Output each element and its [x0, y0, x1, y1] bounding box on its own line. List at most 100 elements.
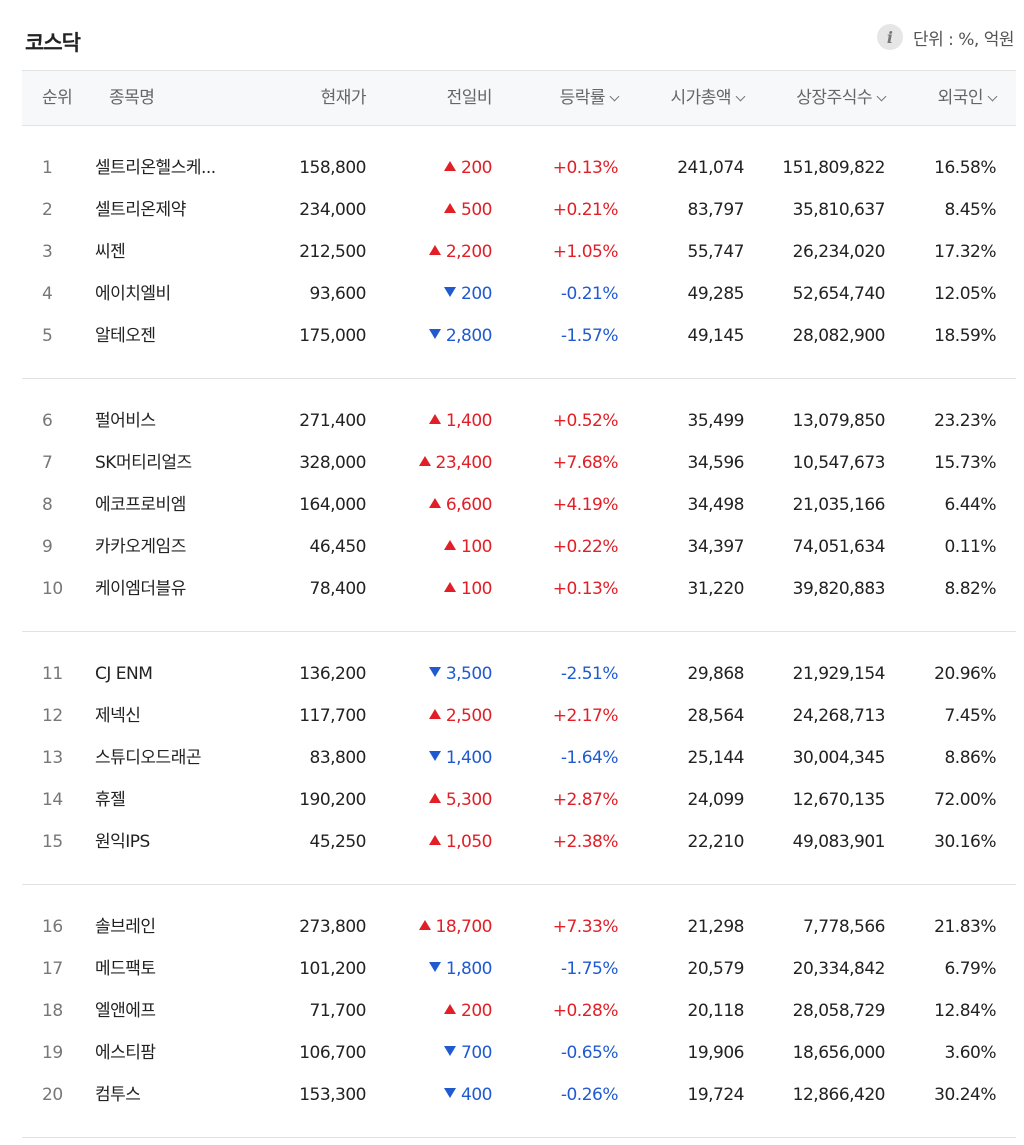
change-cell: 200	[444, 273, 492, 315]
table-row[interactable]: 7 SK머티리얼즈 328,000 23,400 +7.68% 34,596 10,547,…	[22, 442, 1016, 484]
table-row[interactable]: 5 알테오젠 175,000 2,800 -1.57% 49,145 28,082,900 1…	[22, 315, 1016, 357]
stock-name-link[interactable]: 에스티팜	[95, 1043, 156, 1063]
stock-name-link[interactable]: 솔브레인	[95, 917, 156, 937]
table-row[interactable]: 14 휴젤 190,200 5,300 +2.87% 24,099 12,670,135 72…	[22, 779, 1016, 821]
stock-name-link[interactable]: CJ ENM	[95, 664, 153, 684]
stock-name-link[interactable]: 원익IPS	[95, 832, 150, 852]
table-row[interactable]: 4 에이치엘비 93,600 200 -0.21% 49,285 52,654,740 12.…	[22, 273, 1016, 315]
stock-name-link[interactable]: 에이치엘비	[95, 284, 171, 304]
stock-name-link[interactable]: 펄어비스	[95, 411, 156, 431]
shares-cell: 28,058,729	[792, 1001, 886, 1021]
table-row[interactable]: 19 에스티팜 106,700 700 -0.65% 19,906 18,656,000 3.…	[22, 1032, 1016, 1074]
triangle-down-icon	[444, 287, 457, 297]
rank-cell: 1	[42, 158, 53, 178]
triangle-down-icon	[444, 1046, 457, 1056]
shares-cell: 39,820,883	[792, 579, 886, 599]
change-cell: 6,600	[428, 484, 493, 526]
change-value: 5,300	[445, 790, 493, 810]
chevron-down-icon	[987, 91, 998, 102]
table-row[interactable]: 18 엘앤에프 71,700 200 +0.28% 20,118 28,058,729 12.…	[22, 990, 1016, 1032]
stock-name-link[interactable]: 메드팩토	[95, 959, 156, 979]
rate-cell: -0.65%	[560, 1043, 619, 1063]
table-row[interactable]: 3 씨젠 212,500 2,200 +1.05% 55,747 26,234,020 17.…	[22, 231, 1016, 273]
table-row[interactable]: 9 카카오게임즈 46,450 100 +0.22% 34,397 74,051,634 0.…	[22, 526, 1016, 568]
shares-cell: 13,079,850	[792, 411, 886, 431]
shares-cell: 30,004,345	[792, 748, 886, 768]
stock-name-link[interactable]: 씨젠	[95, 242, 126, 262]
rate-cell: +2.87%	[552, 790, 619, 810]
change-value: 1,400	[445, 748, 493, 768]
table-row[interactable]: 11 CJ ENM 136,200 3,500 -2.51% 29,868 21,929,1…	[22, 653, 1016, 695]
column-header-foreign[interactable]: 외국인	[938, 71, 998, 125]
rate-cell: +0.21%	[552, 200, 619, 220]
market-cap-cell: 20,118	[687, 1001, 745, 1021]
market-cap-cell: 21,298	[687, 917, 745, 937]
shares-cell: 10,547,673	[792, 453, 886, 473]
market-cap-cell: 31,220	[687, 579, 745, 599]
table-row[interactable]: 15 원익IPS 45,250 1,050 +2.38% 22,210 49,083,901…	[22, 821, 1016, 863]
table-row[interactable]: 17 메드팩토 101,200 1,800 -1.75% 20,579 20,334,842…	[22, 948, 1016, 990]
market-cap-cell: 34,498	[687, 495, 745, 515]
stock-name-link[interactable]: 제넥신	[95, 706, 141, 726]
stock-name-link[interactable]: 알테오젠	[95, 326, 156, 346]
change-cell: 200	[444, 147, 492, 189]
stock-name-link[interactable]: 케이엠더블유	[95, 579, 186, 599]
triangle-up-icon	[428, 414, 441, 424]
table-row[interactable]: 1 셀트리온헬스케... 158,800 200 +0.13% 241,074 151,80…	[22, 147, 1016, 189]
shares-cell: 52,654,740	[792, 284, 886, 304]
stock-name-link[interactable]: 엘앤에프	[95, 1001, 156, 1021]
table-row[interactable]: 12 제넥신 117,700 2,500 +2.17% 28,564 24,268,713 7…	[22, 695, 1016, 737]
column-header-rate[interactable]: 등락률	[560, 71, 620, 125]
table-row[interactable]: 2 셀트리온제약 234,000 500 +0.21% 83,797 35,810,637 8…	[22, 189, 1016, 231]
shares-cell: 151,809,822	[782, 158, 885, 178]
stock-name-link[interactable]: SK머티리얼즈	[95, 453, 192, 473]
rank-cell: 19	[42, 1043, 63, 1063]
rate-cell: -0.26%	[560, 1085, 619, 1105]
foreign-ratio-cell: 8.86%	[944, 748, 996, 768]
rank-cell: 5	[42, 326, 53, 346]
info-icon[interactable]: i	[876, 24, 903, 50]
table-row[interactable]: 10 케이엠더블유 78,400 100 +0.13% 31,220 39,820,883 8…	[22, 568, 1016, 610]
unit-label: 단위 : %, 억원	[912, 29, 1015, 50]
current-price-cell: 83,800	[309, 748, 367, 768]
stock-name-link[interactable]: 카카오게임즈	[95, 537, 186, 557]
market-cap-cell: 22,210	[687, 832, 745, 852]
current-price-cell: 234,000	[299, 200, 366, 220]
stock-name-link[interactable]: 스튜디오드래곤	[95, 748, 201, 768]
table-row[interactable]: 16 솔브레인 273,800 18,700 +7.33% 21,298 7,778,566…	[22, 906, 1016, 948]
stock-name-link[interactable]: 셀트리온헬스케...	[95, 158, 216, 178]
current-price-cell: 175,000	[299, 326, 366, 346]
market-cap-cell: 19,906	[687, 1043, 745, 1063]
rank-cell: 20	[42, 1085, 63, 1105]
market-cap-cell: 83,797	[687, 200, 745, 220]
foreign-ratio-cell: 72.00%	[934, 790, 996, 810]
rate-cell: -1.57%	[560, 326, 619, 346]
market-cap-cell: 29,868	[687, 664, 745, 684]
stock-name-link[interactable]: 에코프로비엠	[95, 495, 186, 515]
change-value: 700	[461, 1043, 492, 1063]
row-group: 6 펄어비스 271,400 1,400 +0.52% 35,499 13,079,850 2…	[22, 379, 1016, 632]
shares-cell: 26,234,020	[792, 242, 886, 262]
triangle-down-icon	[444, 1088, 457, 1098]
triangle-down-icon	[428, 751, 441, 761]
triangle-up-icon	[428, 709, 441, 719]
table-row[interactable]: 13 스튜디오드래곤 83,800 1,400 -1.64% 25,144 30,004,3…	[22, 737, 1016, 779]
change-cell: 2,200	[428, 231, 493, 273]
current-price-cell: 273,800	[299, 917, 366, 937]
current-price-cell: 190,200	[299, 790, 366, 810]
column-header-shares[interactable]: 상장주식수	[796, 71, 887, 125]
stock-name-link[interactable]: 셀트리온제약	[95, 200, 186, 220]
column-header-market-cap[interactable]: 시가총액	[670, 71, 746, 125]
current-price-cell: 46,450	[309, 537, 367, 557]
rank-cell: 13	[42, 748, 63, 768]
table-row[interactable]: 20 컴투스 153,300 400 -0.26% 19,724 12,866,420 30.…	[22, 1074, 1016, 1116]
stock-name-link[interactable]: 휴젤	[95, 790, 126, 810]
table-row[interactable]: 8 에코프로비엠 164,000 6,600 +4.19% 34,498 21,035,16…	[22, 484, 1016, 526]
shares-cell: 49,083,901	[792, 832, 886, 852]
current-price-cell: 45,250	[309, 832, 367, 852]
change-value: 23,400	[435, 453, 493, 473]
stock-name-link[interactable]: 컴투스	[95, 1085, 141, 1105]
rank-cell: 8	[42, 495, 53, 515]
table-row[interactable]: 6 펄어비스 271,400 1,400 +0.52% 35,499 13,079,850 2…	[22, 400, 1016, 442]
rank-cell: 14	[42, 790, 63, 810]
